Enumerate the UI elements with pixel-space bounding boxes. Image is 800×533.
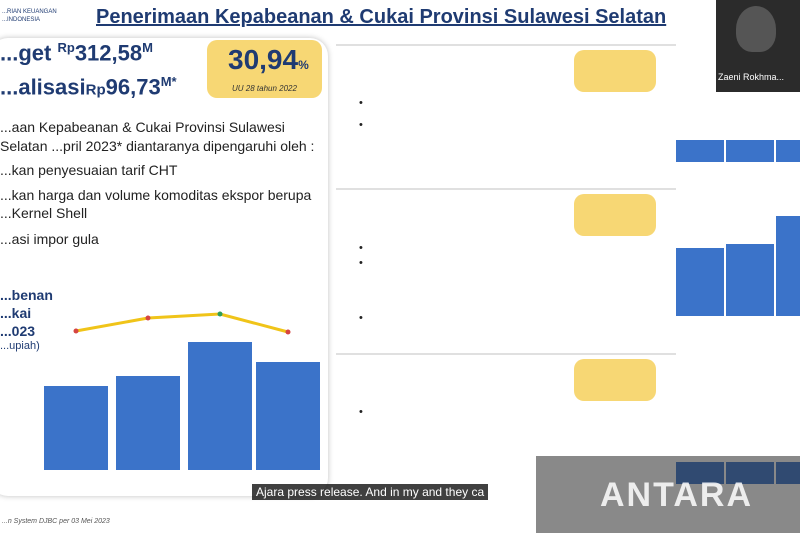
section-percentage-box [574,50,656,92]
realization-value: 96,73 [105,74,161,100]
growth-point [145,315,151,321]
realization-label: ...alisasi [0,74,86,100]
growth-line [75,312,289,334]
source-note: ...n System DJBC per 03 Mei 2023 [2,518,110,525]
realization-line: ...alisasiRp96,73M* [0,74,177,100]
section-percentage-box [574,359,656,401]
realization-prefix: Rp [85,81,106,99]
total-percentage-unit: % [298,58,309,72]
ministry-line-1: ...RIAN KEUANGAN [2,9,57,15]
section-divider [336,44,676,46]
target-suffix: M [142,40,153,55]
total-percentage: 30,94% [228,44,309,76]
watermark-overlay [536,456,800,533]
section-divider [336,353,676,355]
factor-item: ...Kernel Shell [0,205,88,221]
target-value: 312,58 [74,40,143,66]
total-uu-note: UU 28 tahun 2022 [232,84,297,93]
revenue-bar-chart [73,311,291,335]
subtitle-caption: Ajara press release. And in my and they … [252,484,489,500]
factor-item: ...kan harga dan volume komoditas ekspor… [0,187,312,203]
participant-avatar [736,6,776,52]
total-percentage-value: 30,94 [228,44,299,75]
growth-point [285,329,291,335]
realization-suffix: M* [160,74,177,89]
chart-title: ...benan ...kai ...023 [0,286,53,340]
intro-text: ...aan Kepabeanan & Cukai Provinsi Sulaw… [0,119,315,154]
section-percentage-box [574,194,656,236]
ministry-line-2: ...INDONESIA [2,17,41,23]
section-divider [336,188,676,190]
antara-logo: ANTARA [600,476,754,514]
total-percentage-box [207,40,322,98]
chart-unit: ...upiah) [0,340,40,352]
chart-title-line: ...benan [0,287,53,303]
ministry-logo-text: ...RIAN KEUANGAN ...INDONESIA [2,8,57,24]
target-prefix: Rp [57,40,75,55]
target-label: ...get [0,40,52,66]
growth-point [73,328,79,334]
growth-point [217,311,223,317]
slide-title: Penerimaan Kepabeanan & Cukai Provinsi S… [96,6,667,28]
factor-item: ...kan penyesuaian tarif CHT [0,162,178,178]
chart-title-line: ...023 [0,323,36,339]
target-line: ...get Rp312,58M [0,40,153,66]
factor-item: ...asi impor gula [0,231,99,247]
participant-name: Zaeni Rokhma... [718,72,785,82]
chart-title-line: ...kai [0,305,32,321]
